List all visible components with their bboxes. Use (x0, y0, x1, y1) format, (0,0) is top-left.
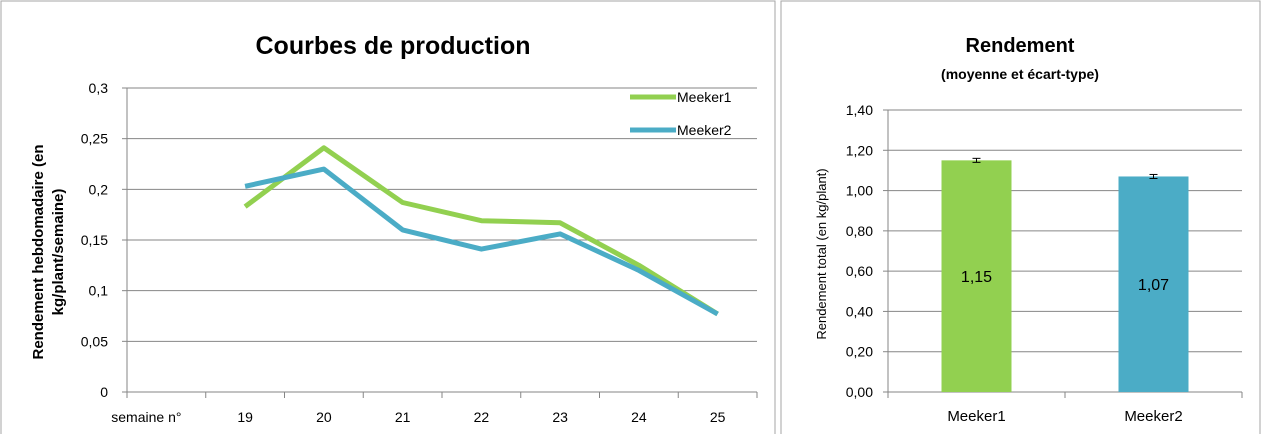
bar-chart-ytick-label: 0,20 (846, 344, 873, 360)
line-series-meeker2 (244, 166, 719, 317)
bar-chart-ytick-label: 0,40 (846, 303, 873, 319)
line-chart-ylabel-line2: kg/plant/semaine) (50, 189, 67, 316)
line-chart-xtick-label: 19 (237, 409, 253, 425)
line-chart-xtick-label: 25 (710, 409, 726, 425)
bar-chart-ytick-label: 1,20 (846, 142, 873, 158)
line-chart-xtick-label: 23 (552, 409, 568, 425)
bar-chart-ytick-label: 0,80 (846, 223, 873, 239)
line-chart-ytick-label: 0,2 (89, 181, 109, 197)
line-chart-ylabel-line1: Rendement hebdomadaire (en (30, 144, 47, 359)
bar-meeker1 (941, 160, 1012, 392)
bar-chart-subtitle: (moyenne et écart-type) (941, 66, 1099, 82)
line-chart-xtick-label: 24 (631, 409, 647, 425)
bar-chart-title: Rendement (966, 35, 1075, 57)
line-chart-ytick-label: 0 (100, 384, 108, 400)
bar-meeker2 (1118, 176, 1189, 392)
line-chart-plot: 0 0,05 0,1 0,15 0,2 0,25 0,3 semaine n° 19 20 21 22… (81, 80, 758, 425)
line-chart-ytick-label: 0,15 (81, 232, 108, 248)
bar-chart-ytick-label: 0,00 (846, 384, 873, 400)
line-chart-xtick-label: 20 (316, 409, 332, 425)
bar-chart-ytick-label: 0,60 (846, 263, 873, 279)
bar-chart-xtick-label: Meeker2 (1124, 408, 1182, 425)
bar-value-label: 1,15 (961, 269, 992, 286)
bar-value-label: 1,07 (1138, 277, 1169, 294)
bar-chart-ytick-label: 1,40 (846, 102, 873, 118)
line-chart-xtick-label: 22 (474, 409, 490, 425)
bar-chart-ytick-label: 1,00 (846, 183, 873, 199)
line-chart-ytick-label: 0,1 (89, 283, 109, 299)
line-chart-xtick-label: 21 (395, 409, 411, 425)
line-chart-ytick-label: 0,25 (81, 131, 108, 147)
line-chart-ytick-label: 0,05 (81, 333, 108, 349)
line-chart-xtick-label: semaine n° (111, 409, 181, 425)
line-chart-ylabel: Rendement hebdomadaire (en kg/plant/sema… (30, 144, 67, 359)
line-chart-ytick-label: 0,3 (89, 80, 109, 96)
bar-chart-plot: 0,00 0,20 0,40 0,60 0,80 1,00 1,20 1,40 1,15 Meek… (846, 102, 1243, 425)
bar-chart-xtick-label: Meeker1 (947, 408, 1005, 425)
bar-chart-ylabel: Rendement total (en kg/plant) (814, 168, 829, 339)
legend-label-meeker2: Meeker2 (677, 122, 732, 138)
legend-label-meeker1: Meeker1 (677, 89, 732, 105)
line-series-meeker1 (243, 145, 719, 317)
line-chart-title: Courbes de production (256, 32, 531, 60)
